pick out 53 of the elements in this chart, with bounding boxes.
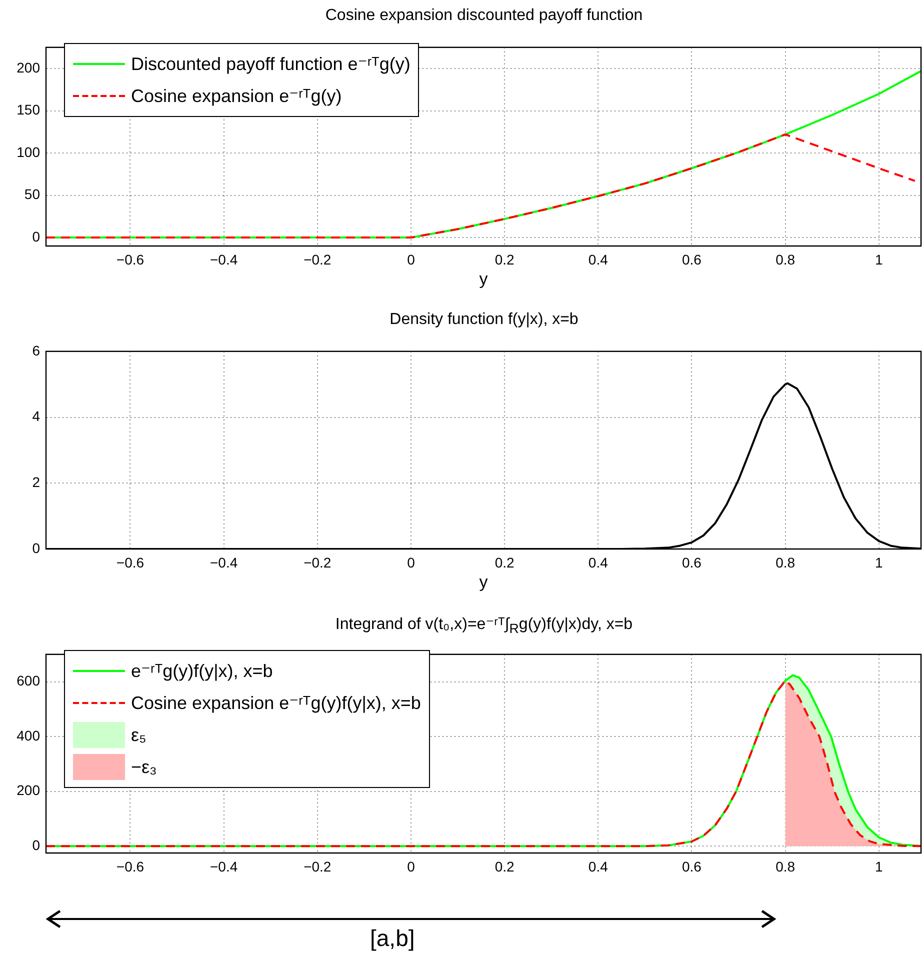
x-tick-label: 0 xyxy=(407,554,416,570)
y-tick-label: 600 xyxy=(16,672,40,689)
chart-title: Cosine expansion discounted payoff function xyxy=(324,7,644,25)
y-tick-label: 2 xyxy=(32,474,40,490)
x-tick-label: −0.2 xyxy=(304,858,332,874)
y-tick-label: 150 xyxy=(16,102,40,118)
line-series xyxy=(46,133,916,239)
x-tick-label: 0.6 xyxy=(682,858,702,874)
chart-title: Integrand of v(t₀,x)=e⁻ʳᵀ∫$_{R}$g(y)f(y|x)dy, x=b xyxy=(334,615,634,636)
y-tick-label: 6 xyxy=(32,342,40,358)
legend-label: Cosine expansion e⁻ʳᵀg(y) xyxy=(131,86,342,106)
x-tick-label: 1 xyxy=(874,858,883,874)
x-tick-label: −0.6 xyxy=(116,554,144,570)
x-tick-label: 0 xyxy=(407,858,416,874)
x-tick-label: 0 xyxy=(407,251,416,268)
x-tick-label: −0.6 xyxy=(116,858,144,874)
y-tick-label: 0 xyxy=(32,837,40,854)
legend-label: Cosine expansion e⁻ʳᵀg(y)f(y|x), x=b xyxy=(131,692,421,714)
x-tick-label: 0.4 xyxy=(588,858,608,874)
x-axis-title: y xyxy=(479,572,488,592)
y-tick-label: 0 xyxy=(32,228,40,244)
x-tick-label: 0.4 xyxy=(588,251,608,268)
y-tick-label: 0 xyxy=(32,540,40,556)
x-tick-label: −0.6 xyxy=(116,251,144,268)
x-tick-label: −0.4 xyxy=(210,554,238,570)
legend-label: ε₅ xyxy=(131,724,146,746)
x-tick-label: −0.2 xyxy=(304,251,332,268)
text: [a,b] xyxy=(370,925,415,952)
x-tick-label: −0.4 xyxy=(210,251,238,268)
x-tick-label: −0.4 xyxy=(210,858,238,874)
x-tick-label: 0.2 xyxy=(494,251,514,268)
x-tick-label: 0.4 xyxy=(588,554,608,570)
y-tick-label: 50 xyxy=(24,186,40,202)
legend-label: e⁻ʳᵀg(y)f(y|x), x=b xyxy=(131,660,273,682)
x-tick-label: 1 xyxy=(874,554,883,570)
x-tick-label: 0.8 xyxy=(776,251,796,268)
x-tick-label: 0.6 xyxy=(682,251,702,268)
x-tick-label: 0.8 xyxy=(776,858,796,874)
legend-label: −ε₃ xyxy=(131,756,157,778)
y-tick-label: 400 xyxy=(16,727,40,744)
x-tick-label: 1 xyxy=(874,251,883,268)
legend-label: Discounted payoff function e⁻ʳᵀg(y) xyxy=(131,54,410,74)
chart-title: Density function f(y|x), x=b xyxy=(388,311,580,329)
y-tick-label: 100 xyxy=(16,144,40,160)
y-tick-label: 200 xyxy=(16,59,40,76)
x-axis-title: y xyxy=(479,269,488,288)
x-tick-label: 0.2 xyxy=(494,858,514,874)
x-tick-label: −0.2 xyxy=(304,554,332,570)
x-tick-label: 0.2 xyxy=(494,554,514,570)
x-tick-label: 0.6 xyxy=(682,554,702,570)
y-tick-label: 4 xyxy=(32,408,40,424)
y-tick-label: 200 xyxy=(16,782,40,798)
x-tick-label: 0.8 xyxy=(776,554,796,570)
